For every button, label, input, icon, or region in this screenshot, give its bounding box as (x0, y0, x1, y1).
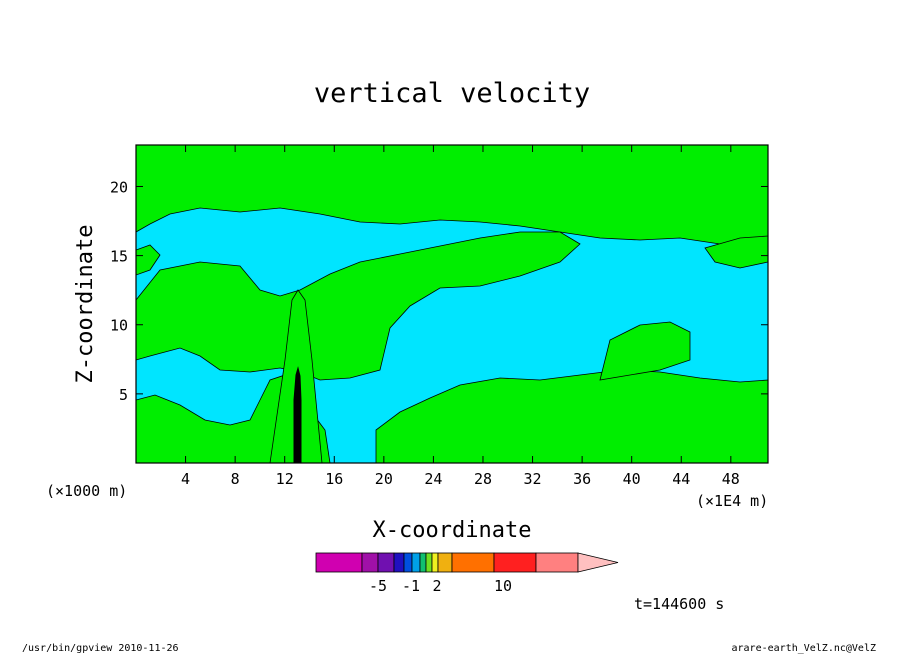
colorbar-label: 10 (494, 577, 512, 595)
colorbar-segment (431, 552, 439, 573)
colorbar-segment (535, 552, 579, 573)
y-tick-label: 15 (110, 248, 128, 266)
contour-region-mid-band (136, 231, 581, 381)
colorbar-segment (419, 552, 427, 573)
colorbar-segment (493, 552, 537, 573)
colorbar-segment (393, 552, 405, 573)
y-axis-label: Z-coordinate (73, 225, 98, 384)
contour-updraft-core (293, 366, 302, 463)
chart-title: vertical velocity (314, 78, 590, 109)
x-tick-label: 40 (623, 470, 641, 488)
x-tick-label: 36 (573, 470, 591, 488)
x-tick-label: 8 (231, 470, 240, 488)
x-tick-label: 44 (672, 470, 690, 488)
contour-region-upper-right-lobe (599, 321, 691, 381)
x-tick-label: 16 (325, 470, 343, 488)
x-tick-label: 24 (424, 470, 442, 488)
contour-regions (136, 145, 768, 463)
y-tick-label: 10 (110, 317, 128, 335)
x-tick-label: 32 (524, 470, 542, 488)
contour-region-left-blob (136, 244, 161, 276)
colorbar-label: -1 (402, 577, 420, 595)
x-tick-label: 12 (276, 470, 294, 488)
x-ticks: 4 8 12 16 20 24 28 32 36 40 44 48 (181, 145, 740, 488)
contour-region-bottom-right (375, 369, 768, 463)
contour-region-right-patch (704, 235, 768, 269)
footer-right: arare-earth_VelZ.nc@VelZ (732, 643, 877, 654)
y-tick-label: 20 (110, 178, 128, 196)
x-tick-label: 20 (375, 470, 393, 488)
x-unit-note: (×1E4 m) (696, 492, 768, 510)
x-axis-label: X-coordinate (373, 518, 532, 543)
colorbar-segment (411, 552, 421, 573)
colorbar-segment (425, 552, 433, 573)
colorbar (315, 552, 619, 573)
colorbar-segment (315, 552, 363, 573)
colorbar-labels: -5 -1 2 10 (369, 577, 512, 595)
contour-region-upper-band (136, 145, 768, 245)
colorbar-segment (361, 552, 379, 573)
x-scale-note: (×1000 m) (46, 482, 127, 500)
y-ticks: 5 10 15 20 (110, 178, 768, 404)
colorbar-label: 2 (432, 577, 441, 595)
x-tick-label: 28 (474, 470, 492, 488)
footer-left: /usr/bin/gpview 2010-11-26 (22, 643, 179, 654)
colorbar-segment (403, 552, 413, 573)
x-tick-label: 4 (181, 470, 190, 488)
y-tick-label: 5 (119, 386, 128, 404)
time-label: t=144600 s (634, 595, 724, 613)
colorbar-label: -5 (369, 577, 387, 595)
x-tick-label: 48 (722, 470, 740, 488)
colorbar-arrow (577, 552, 619, 573)
colorbar-segment (437, 552, 453, 573)
colorbar-segment (451, 552, 495, 573)
colorbar-segment (377, 552, 395, 573)
plot-frame (135, 144, 769, 464)
